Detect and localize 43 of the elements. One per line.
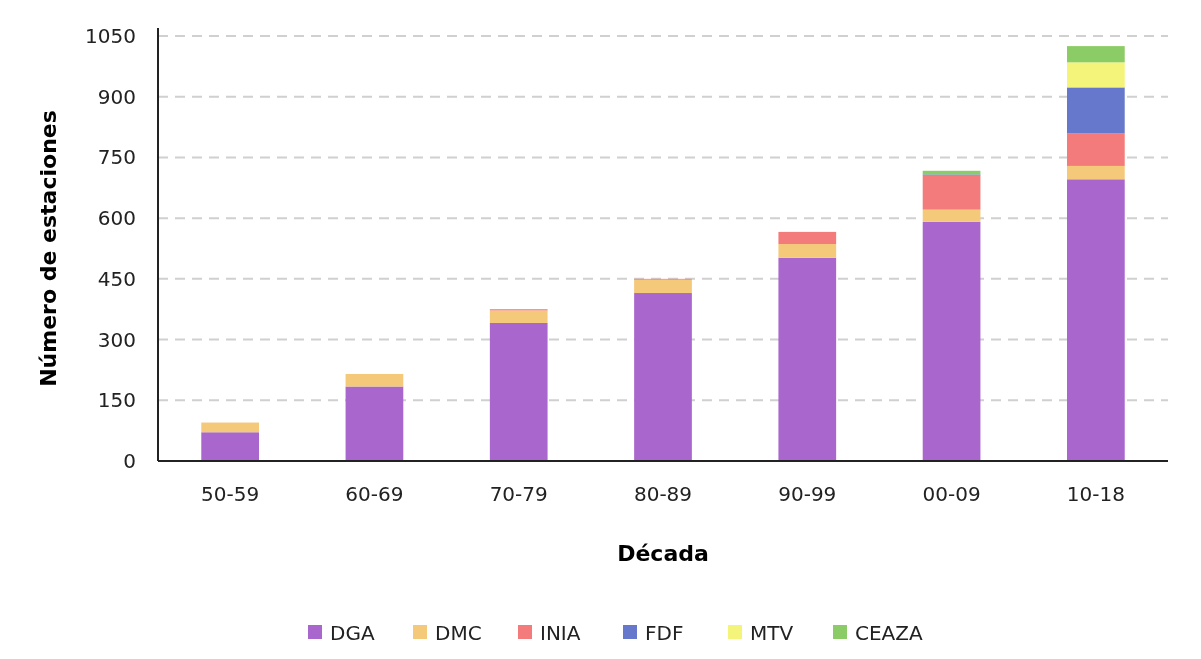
bar: [489, 310, 548, 323]
x-tick-label: 70-79: [489, 482, 548, 506]
x-tick-label: 60-69: [345, 482, 404, 506]
legend-label: DGA: [330, 621, 375, 645]
legend-label: DMC: [435, 621, 482, 645]
y-tick-label: 150: [97, 388, 136, 413]
x-tick-label: 50-59: [201, 482, 260, 506]
y-axis-title: Número de estaciones: [36, 110, 61, 387]
bar: [1067, 133, 1125, 166]
bar: [634, 293, 692, 461]
x-axis-title: Década: [617, 541, 709, 566]
x-tick-label: 80-89: [633, 482, 693, 506]
bar: [778, 231, 837, 245]
y-tick-label: 450: [97, 266, 136, 291]
y-tick-label: 900: [97, 84, 136, 109]
bar: [778, 257, 837, 461]
bar: [1067, 165, 1125, 180]
bar: [489, 322, 548, 461]
bar: [345, 386, 404, 461]
x-tick-label: 90-99: [778, 482, 837, 506]
legend-label: CEAZA: [855, 621, 923, 645]
y-tick-label: 600: [97, 206, 136, 231]
bar: [1067, 179, 1125, 461]
y-tick-label: 1050: [85, 24, 136, 48]
bar: [922, 221, 981, 461]
legend-label: MTV: [750, 621, 794, 645]
y-tick-label: 750: [97, 145, 136, 170]
bar: [922, 175, 981, 210]
y-tick-label: 0: [123, 449, 136, 473]
bar: [1067, 87, 1125, 134]
bar: [634, 279, 692, 294]
legend-label: FDF: [645, 621, 684, 645]
y-tick-label: 300: [97, 327, 136, 352]
bar: [201, 432, 259, 461]
bar: [201, 422, 259, 433]
bar: [1067, 46, 1125, 63]
x-tick-label: 00-09: [922, 482, 981, 506]
bar: [1067, 62, 1125, 88]
legend-label: INIA: [540, 621, 581, 645]
bar: [922, 209, 981, 222]
bar: [778, 244, 837, 258]
bar: [345, 373, 404, 387]
x-tick-label: 10-18: [1066, 482, 1125, 506]
